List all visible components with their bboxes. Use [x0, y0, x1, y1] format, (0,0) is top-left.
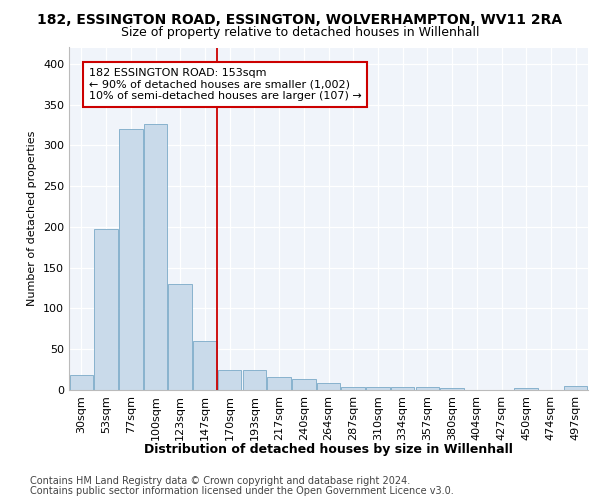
Bar: [564, 386, 587, 390]
Bar: [218, 370, 241, 390]
Bar: [144, 124, 167, 390]
Text: Distribution of detached houses by size in Willenhall: Distribution of detached houses by size …: [145, 442, 513, 456]
Bar: [366, 386, 389, 390]
Bar: [94, 228, 118, 390]
Bar: [268, 377, 291, 390]
Bar: [514, 388, 538, 390]
Text: Contains public sector information licensed under the Open Government Licence v3: Contains public sector information licen…: [30, 486, 454, 496]
Y-axis label: Number of detached properties: Number of detached properties: [28, 131, 37, 306]
Bar: [341, 386, 365, 390]
Text: Size of property relative to detached houses in Willenhall: Size of property relative to detached ho…: [121, 26, 479, 39]
Bar: [292, 378, 316, 390]
Bar: [70, 376, 93, 390]
Bar: [317, 384, 340, 390]
Text: 182 ESSINGTON ROAD: 153sqm
← 90% of detached houses are smaller (1,002)
10% of s: 182 ESSINGTON ROAD: 153sqm ← 90% of deta…: [89, 68, 362, 101]
Bar: [440, 388, 464, 390]
Bar: [391, 386, 415, 390]
Bar: [169, 284, 192, 390]
Bar: [193, 341, 217, 390]
Text: Contains HM Land Registry data © Crown copyright and database right 2024.: Contains HM Land Registry data © Crown c…: [30, 476, 410, 486]
Bar: [119, 129, 143, 390]
Text: 182, ESSINGTON ROAD, ESSINGTON, WOLVERHAMPTON, WV11 2RA: 182, ESSINGTON ROAD, ESSINGTON, WOLVERHA…: [37, 12, 563, 26]
Bar: [416, 386, 439, 390]
Bar: [242, 370, 266, 390]
